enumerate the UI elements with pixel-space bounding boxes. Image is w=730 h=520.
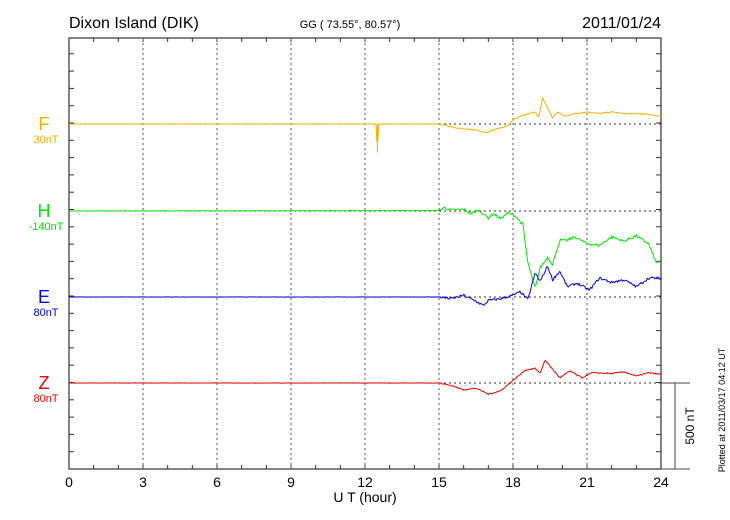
baseline-label-e: 80nT bbox=[33, 307, 58, 319]
x-tick-label: 9 bbox=[287, 474, 295, 490]
trace-z bbox=[69, 359, 662, 396]
scale-bar: 500 nT bbox=[661, 382, 697, 470]
chart-date: 2011/01/24 bbox=[582, 15, 661, 32]
series-label-f: F bbox=[39, 114, 50, 134]
x-tick-label: 12 bbox=[357, 474, 373, 490]
x-tick-label: 24 bbox=[653, 474, 669, 490]
station-title: Dixon Island (DIK) bbox=[69, 15, 199, 32]
traces bbox=[68, 96, 662, 396]
x-axis-label: U T (hour) bbox=[333, 489, 396, 505]
trace-h bbox=[69, 206, 662, 287]
scale-bar-label: 500 nT bbox=[683, 407, 697, 445]
trace-e bbox=[69, 266, 662, 306]
x-tick-label: 6 bbox=[213, 474, 221, 490]
grid bbox=[68, 37, 662, 470]
x-tick-label: 15 bbox=[431, 474, 447, 490]
plotted-at: Plotted at 2011/03/17 04:12 UT bbox=[717, 347, 727, 472]
x-tick-label: 3 bbox=[139, 474, 147, 490]
x-tick-label: 21 bbox=[579, 474, 595, 490]
baseline-label-z: 80nT bbox=[33, 393, 58, 405]
x-tick-labels: 0 3 6 9 12 15 18 21 24 bbox=[65, 474, 669, 490]
x-tick-label: 18 bbox=[505, 474, 521, 490]
station-coords: GG ( 73.55°, 80.57°) bbox=[300, 19, 401, 31]
trace-f bbox=[68, 96, 662, 153]
baseline-label-f: 30nT bbox=[33, 134, 58, 146]
series-label-z: Z bbox=[39, 373, 50, 393]
x-tick-label: 0 bbox=[65, 474, 73, 490]
series-label-e: E bbox=[38, 287, 50, 307]
series-label-h: H bbox=[38, 201, 51, 221]
baseline-label-h: -140nT bbox=[29, 221, 64, 233]
